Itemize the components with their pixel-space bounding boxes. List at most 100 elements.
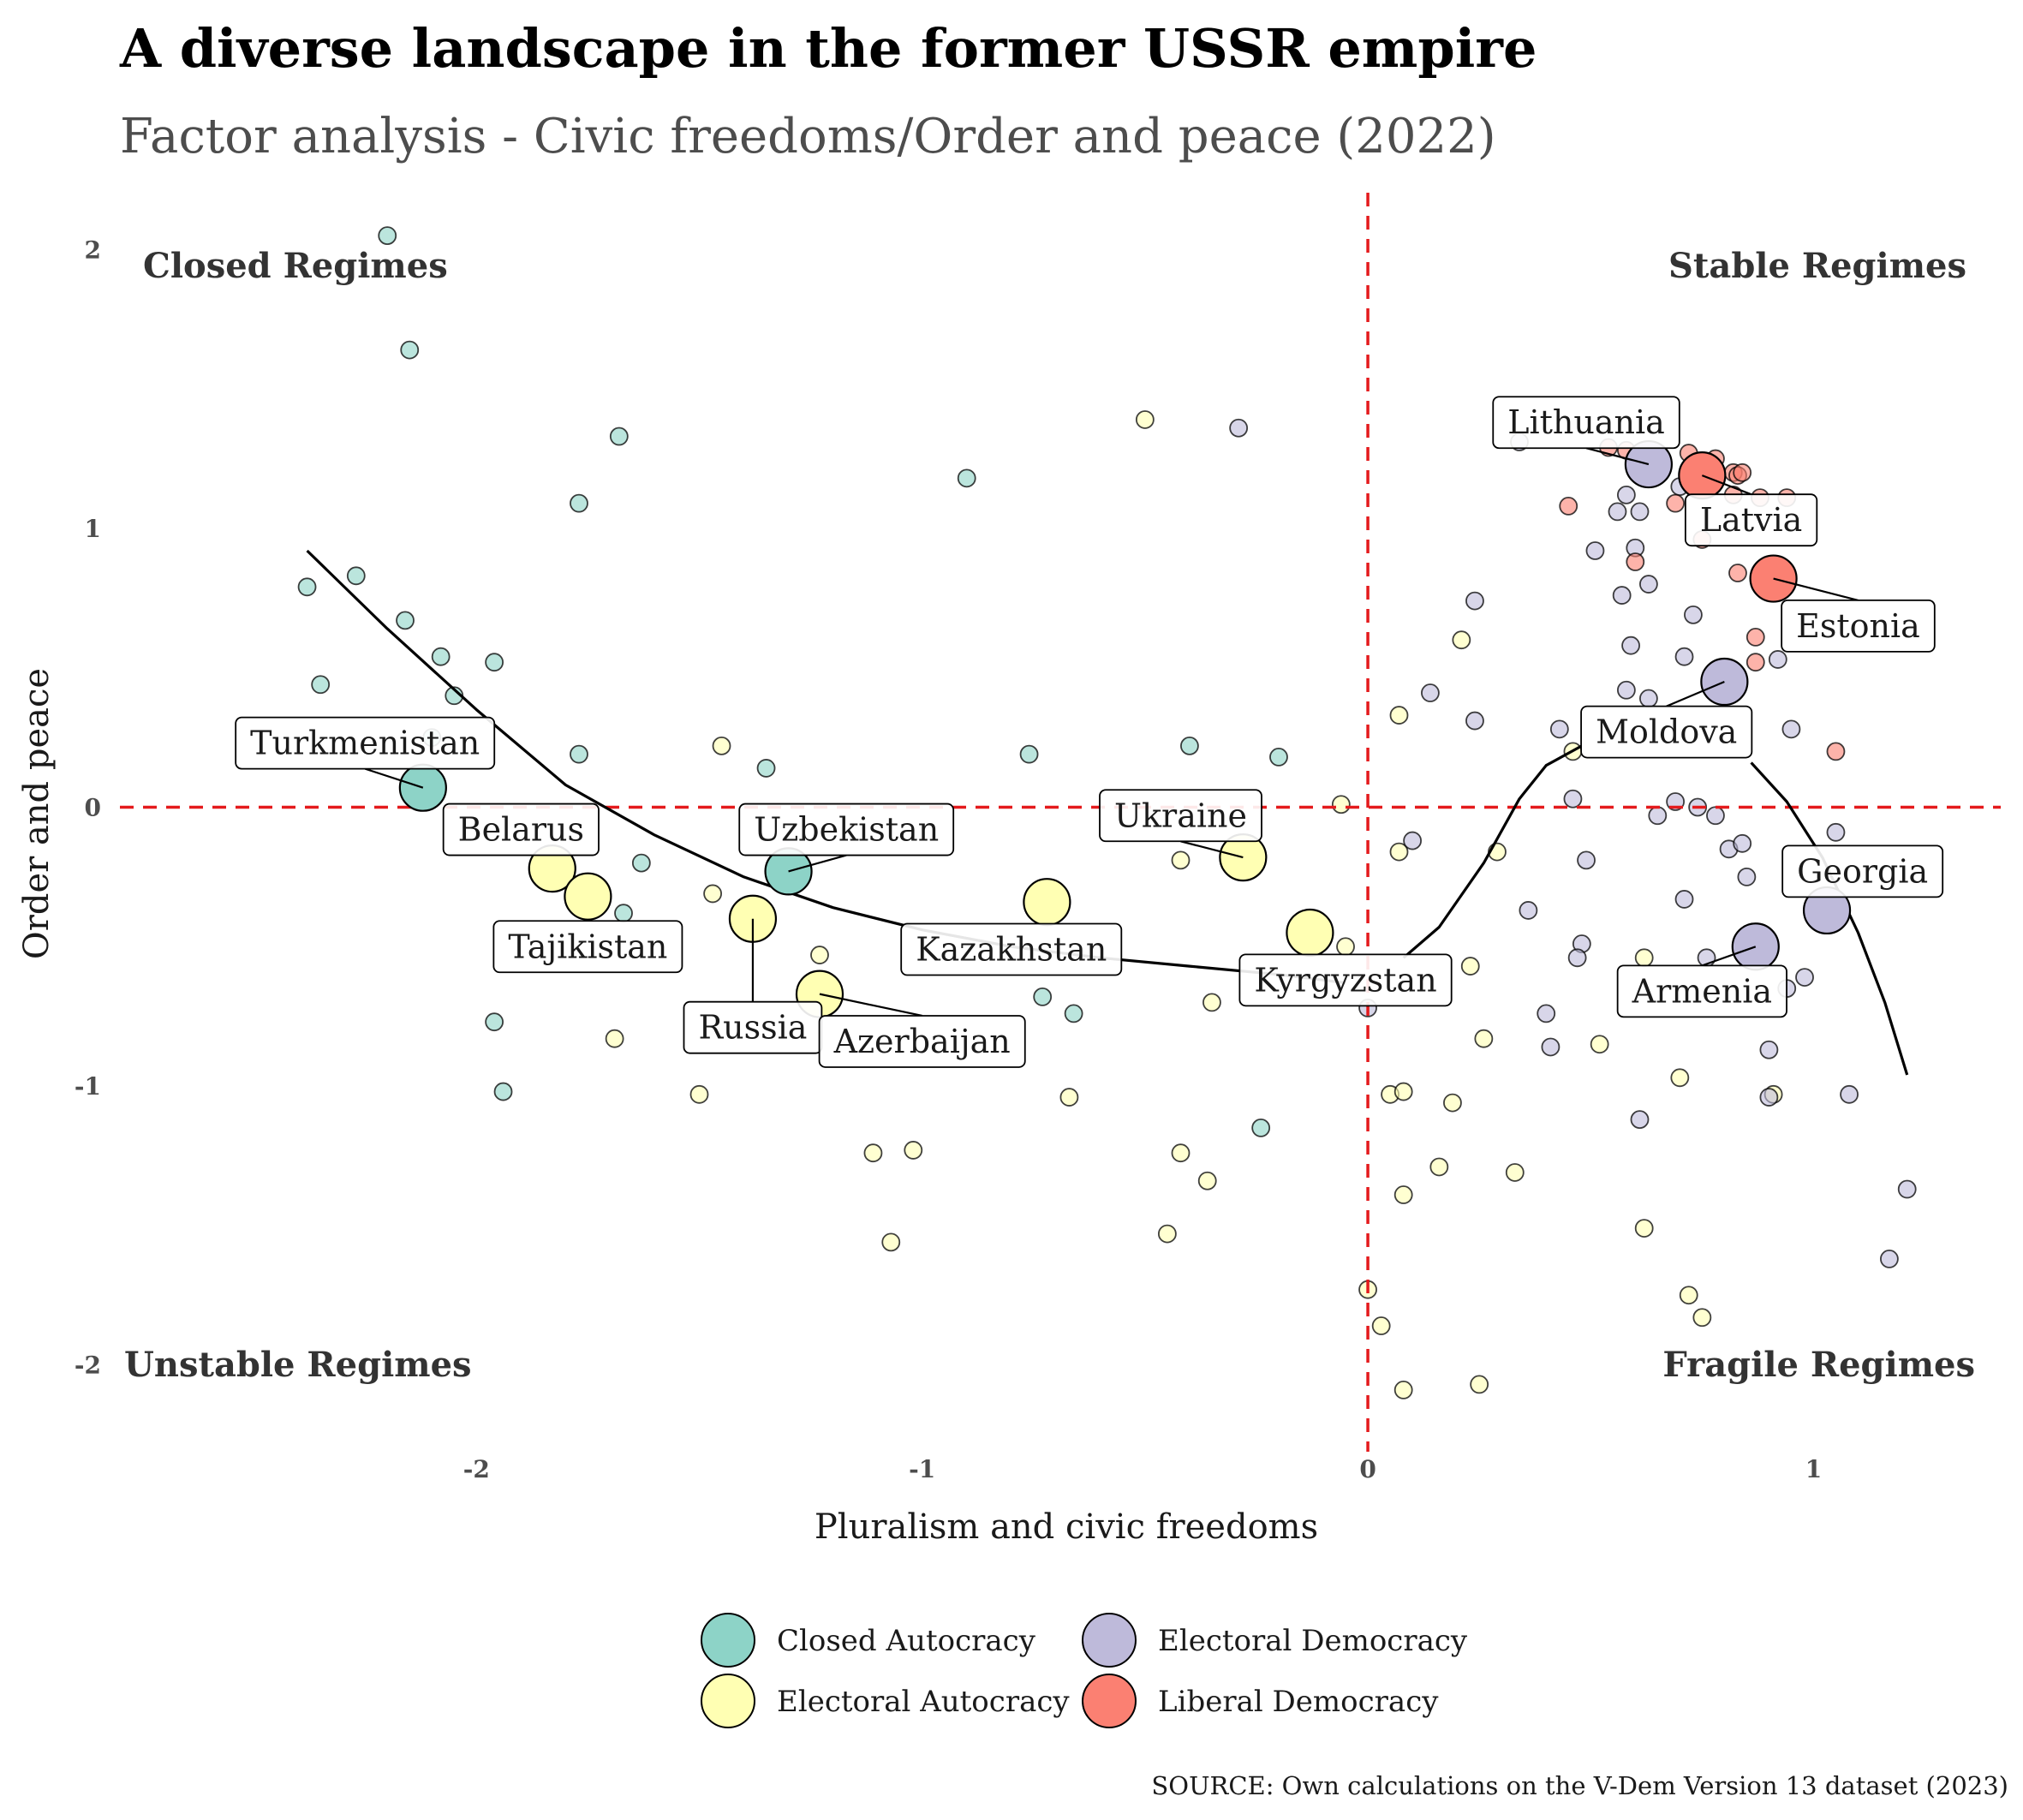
chart-title: A diverse landscape in the former USSR e… [119,17,1537,80]
label-leader-line [364,767,424,789]
label-leader-line [1773,577,1859,601]
country-labels: Turkmenistan Belarus Tajikistan Russia Uzbek… [235,396,1944,1068]
data-point [1251,1118,1271,1137]
data-point [1460,957,1480,976]
country-label-estonia: Estonia [1796,607,1920,645]
data-point [485,1012,504,1032]
data-point [810,946,829,964]
data-point [1389,706,1409,725]
country-label-box [1684,493,1818,547]
label-leader-line [819,993,922,1017]
country-label-latvia: Latvia [1700,501,1802,539]
data-point [1781,719,1801,739]
data-point [346,566,366,586]
country-label-armenia: Armenia [1632,972,1772,1010]
data-point [1626,552,1645,571]
data-point [1269,748,1288,767]
country-label-kyrgyzstan: Kyrgyzstan [1254,961,1436,999]
country-label-uzbekistan: Uzbekistan [754,811,939,849]
label-leader-line [1701,474,1751,496]
legend-swatch-electoral-democracy [1082,1613,1137,1668]
label-leader-line [1666,680,1725,707]
data-point [631,853,651,873]
y-axis-ticks: -2 -1 0 1 2 [75,236,101,1379]
data-point [1563,789,1583,809]
data-point [1336,937,1355,957]
country-point-kazakhstan [1023,878,1071,927]
country-label-moldova: Moldova [1596,713,1737,751]
data-point [378,226,397,246]
data-point [1567,948,1587,968]
country-label-box [1781,599,1936,653]
data-point [1880,1250,1899,1268]
data-point [1505,1163,1525,1182]
data-point [1733,833,1752,853]
data-point [689,1084,709,1104]
country-label-georgia: Georgia [1797,852,1928,890]
quadrant-label-top-right: Stable Regimes [1668,246,1966,286]
data-point [1059,1088,1079,1107]
data-point [1630,502,1650,522]
data-point [1465,591,1484,611]
country-point-kyrgyzstan [1286,908,1334,958]
data-point [614,904,633,923]
data-point [1229,418,1249,438]
country-label-box [1099,789,1262,843]
data-point [1393,1185,1413,1204]
data-point [1826,822,1846,842]
data-point [1670,1068,1690,1088]
country-point-tajikistan [564,872,612,921]
data-point [1171,1143,1191,1163]
quadrant-labels: Closed Regimes Stable Regimes Unstable R… [124,246,1975,1385]
background-points [297,226,1917,1399]
x-axis-label: Pluralism and civic freedoms [815,1507,1318,1547]
data-point [1474,1029,1494,1048]
legend-swatch-electoral-autocracy [701,1674,755,1728]
legend-label-electoral-autocracy: Electoral Autocracy [777,1685,1070,1719]
country-label-box [442,803,600,856]
data-point [1033,987,1053,1006]
data-point [1197,1171,1217,1190]
data-point [1768,650,1787,669]
quadrant-label-bottom-left: Unstable Regimes [124,1345,472,1385]
data-point [1639,575,1658,594]
data-point [1759,1040,1779,1059]
country-label-russia: Russia [698,1009,807,1047]
data-point [1634,948,1654,968]
data-point [1728,564,1747,582]
trend-line-segment [306,549,1346,985]
legend-label-electoral-democracy: Electoral Democracy [1158,1624,1468,1658]
data-point [1692,1308,1712,1328]
data-point [1393,1082,1413,1101]
data-point [1549,719,1569,739]
y-tick-label: 1 [85,515,101,543]
data-point [400,340,420,360]
data-point [396,611,415,630]
data-point [1684,605,1703,624]
label-leader-line [788,854,847,873]
data-point [1180,736,1199,755]
country-label-tajikistan: Tajikistan [508,928,667,965]
data-point [1759,1088,1779,1107]
legend-label-liberal-democracy: Liberal Democracy [1158,1685,1439,1719]
data-point [1202,993,1221,1012]
country-label-kazakhstan: Kazakhstan [916,931,1107,969]
x-tick-label: 0 [1359,1455,1376,1483]
data-point [863,1143,883,1163]
data-point [1666,493,1686,513]
data-point [1135,410,1155,429]
data-point [1590,1035,1609,1054]
data-point [1630,1110,1650,1130]
x-tick-label: -2 [463,1455,490,1483]
country-label-box [1238,953,1453,1007]
y-tick-label: -2 [75,1352,101,1380]
data-point [1171,850,1191,870]
data-point [1429,1157,1449,1177]
data-point [1639,689,1658,708]
data-point [609,427,629,446]
country-label-box [900,922,1123,976]
data-point [1733,462,1752,482]
data-point [957,468,976,488]
quadrant-label-bottom-right: Fragile Regimes [1662,1345,1975,1385]
country-label-turkmenistan: Turkmenistan [250,725,480,762]
